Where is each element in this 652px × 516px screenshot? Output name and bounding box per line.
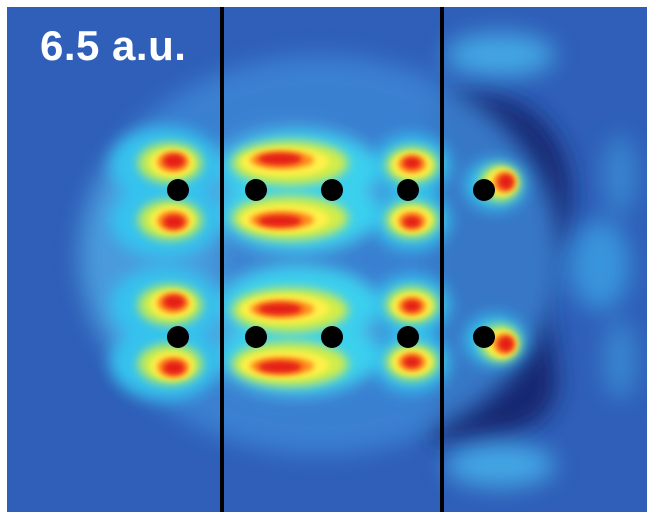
atoms-bottom-row	[167, 326, 495, 348]
density-peaks	[163, 153, 514, 375]
atom	[167, 326, 189, 348]
atoms-top-row	[167, 179, 495, 201]
atom	[245, 179, 267, 201]
atom	[473, 326, 495, 348]
atom	[321, 326, 343, 348]
atom	[321, 179, 343, 201]
atom	[245, 326, 267, 348]
atom	[397, 326, 419, 348]
atom	[397, 179, 419, 201]
distance-label: 6.5 a.u.	[40, 22, 187, 69]
atom	[473, 179, 495, 201]
atom	[167, 179, 189, 201]
